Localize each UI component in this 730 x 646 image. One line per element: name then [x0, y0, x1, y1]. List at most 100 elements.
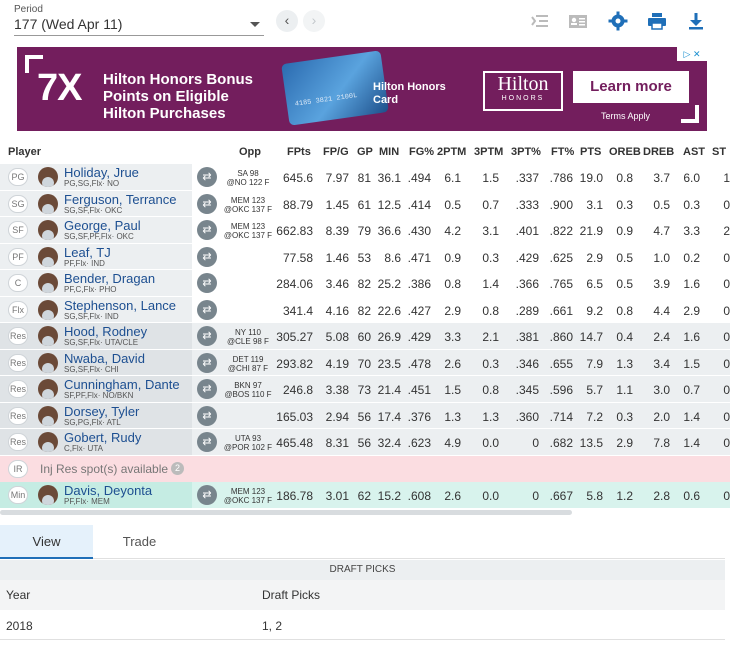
row-divider — [0, 242, 730, 244]
opponent-line2: @OKC 137 F — [223, 231, 273, 240]
learn-more-button[interactable]: Learn more — [573, 71, 689, 103]
player-card-icon[interactable] — [568, 11, 588, 31]
column-header-opp[interactable]: Opp — [239, 146, 261, 158]
table-row[interactable]: C Bender, Dragan PF,C,Flx· PHO ⇄ 284.06 3.46 8… — [0, 270, 730, 297]
player-name-link[interactable]: Ferguson, Terrance — [64, 191, 177, 207]
stat-cell-3ptm: 0.3 — [482, 356, 499, 371]
swap-player-icon[interactable]: ⇄ — [197, 299, 217, 320]
swap-player-icon[interactable]: ⇄ — [197, 379, 217, 399]
stat-cell-fg-: .430 — [407, 224, 431, 238]
table-row[interactable]: Min Davis, Deyonta PF,Flx· MEM ⇄ MEM 123 @OKC… — [0, 482, 730, 509]
player-positions: PF,C,Flx· PHO — [64, 285, 117, 294]
stat-cell-fp-g: 8.31 — [325, 436, 349, 450]
stat-cell-2ptm: 1.3 — [444, 409, 461, 424]
gear-icon[interactable] — [608, 11, 628, 31]
table-row[interactable]: Res Cunningham, Dante SF,PF,Flx· NO/BKN ⇄ BK… — [0, 376, 730, 403]
column-header-3pt-[interactable]: 3PT% — [511, 146, 541, 158]
player-avatar — [38, 167, 58, 187]
previous-period-button[interactable]: ‹ — [276, 10, 298, 32]
swap-player-icon[interactable]: ⇄ — [197, 326, 217, 346]
player-name-link[interactable]: Davis, Deyonta — [64, 483, 153, 498]
ad-big-number: 7X — [37, 67, 82, 109]
terms-apply-link[interactable]: Terms Apply — [601, 111, 651, 121]
stat-cell-3pt-: .337 — [515, 171, 539, 185]
stat-cell-3ptm: 0.0 — [482, 436, 499, 450]
player-name-link[interactable]: Stephenson, Lance — [64, 297, 177, 313]
player-name-link[interactable]: Bender, Dragan — [64, 271, 156, 286]
player-name-link[interactable]: Hood, Rodney — [64, 324, 148, 339]
column-header-2ptm[interactable]: 2PTM — [437, 146, 467, 158]
ad-choices-close-icon[interactable]: ▷ ✕ — [677, 47, 707, 61]
hilton-honors-logo: Hilton HONORS — [483, 71, 563, 111]
swap-player-icon[interactable]: ⇄ — [197, 432, 217, 452]
column-header-st[interactable]: ST — [712, 146, 727, 158]
stat-cell-ft-: .682 — [549, 436, 573, 450]
player-name-link[interactable]: Holiday, Jrue — [64, 165, 139, 180]
stat-cell-2ptm: 4.2 — [444, 224, 461, 238]
stat-cell-ast: 0.7 — [683, 383, 700, 397]
column-header-min[interactable]: MIN — [379, 146, 400, 158]
column-header-gp[interactable]: GP — [357, 146, 373, 158]
player-positions: SG,SF,Flx· IND — [64, 311, 119, 321]
player-name-link[interactable]: George, Paul — [64, 218, 141, 233]
table-row[interactable]: Res Dorsey, Tyler SG,PG,Flx· ATL ⇄ 165.03 2.9… — [0, 402, 730, 429]
stat-cell-fg-: .471 — [407, 250, 431, 265]
column-header-fp-g[interactable]: FP/G — [323, 146, 349, 158]
stat-cell-ast: 2.9 — [683, 303, 700, 318]
roster-slot-badge: PG — [8, 168, 28, 186]
stat-cell-2ptm: 1.5 — [444, 383, 461, 397]
player-avatar — [38, 220, 58, 240]
swap-player-icon[interactable]: ⇄ — [197, 167, 217, 187]
compare-list-icon[interactable] — [530, 11, 550, 31]
horizontal-scrollbar[interactable] — [0, 510, 572, 515]
stat-cell-dreb: 3.0 — [653, 383, 670, 397]
next-period-button[interactable]: › — [303, 10, 325, 32]
table-row[interactable]: Res Hood, Rodney SG,SF,Flx· UTA/CLE ⇄ NY 110… — [0, 323, 730, 350]
column-header-fpts[interactable]: FPts — [287, 146, 311, 158]
row-divider — [0, 216, 730, 217]
table-row[interactable]: SG Ferguson, Terrance SG,SF,Flx· OKC ⇄ MEM 1… — [0, 190, 730, 217]
opponent-line1: UTA 93 — [234, 434, 262, 443]
tab-trade[interactable]: Trade — [122, 534, 157, 549]
swap-player-icon[interactable]: ⇄ — [197, 220, 217, 240]
player-name-link[interactable]: Dorsey, Tyler — [64, 403, 140, 419]
stat-cell-3pt-: .381 — [515, 330, 539, 344]
swap-player-icon[interactable]: ⇄ — [197, 273, 217, 293]
column-header-pts[interactable]: PTS — [580, 146, 602, 158]
player-name-link[interactable]: Cunningham, Dante — [64, 377, 180, 392]
column-header-dreb[interactable]: DREB — [643, 146, 675, 158]
stat-cell-fg-: .376 — [407, 409, 431, 424]
period-select[interactable]: 177 (Wed Apr 11) — [14, 14, 264, 36]
table-row[interactable]: Res Gobert, Rudy C,Flx· UTA ⇄ UTA 93 @POR 102… — [0, 429, 730, 456]
swap-player-icon[interactable]: ⇄ — [197, 246, 217, 267]
print-icon[interactable] — [647, 11, 667, 31]
player-name-link[interactable]: Leaf, TJ — [64, 244, 111, 260]
swap-player-icon[interactable]: ⇄ — [197, 485, 217, 505]
swap-player-icon[interactable]: ⇄ — [197, 193, 217, 214]
table-row[interactable]: Flx Stephenson, Lance SG,SF,Flx· IND ⇄ 341.4… — [0, 296, 730, 323]
row-divider — [0, 295, 730, 297]
hilton-ad-banner[interactable]: 7X Hilton Honors Bonus Points on Eligibl… — [17, 47, 707, 131]
tab-view[interactable]: View — [0, 525, 93, 559]
opponent-line2: @BOS 110 F — [224, 390, 272, 399]
stat-cell-ft-: .625 — [549, 250, 573, 265]
table-row[interactable]: SF George, Paul SG,SF,PF,Flx· OKC ⇄ MEM 123 @… — [0, 217, 730, 244]
download-icon[interactable] — [686, 11, 706, 31]
swap-player-icon[interactable]: ⇄ — [197, 352, 217, 373]
stat-cell-fp-g: 4.19 — [325, 356, 349, 371]
swap-player-icon[interactable]: ⇄ — [197, 405, 217, 426]
player-name-link[interactable]: Nwaba, David — [64, 350, 145, 366]
player-positions: SG,SF,Flx· UTA/CLE — [64, 338, 139, 347]
column-header-3ptm[interactable]: 3PTM — [474, 146, 504, 158]
column-header-player[interactable]: Player — [8, 146, 42, 158]
column-header-ast[interactable]: AST — [683, 146, 705, 158]
stat-cell-fpts: 246.8 — [282, 383, 313, 397]
table-row[interactable]: PF Leaf, TJ PF,Flx· IND ⇄ 77.58 1.46 53 8.6 .471… — [0, 243, 730, 270]
table-row[interactable]: Res Nwaba, David SG,SF,Flx· CHI ⇄ DET 119 @CH… — [0, 349, 730, 376]
stat-cell-min: 25.2 — [377, 277, 401, 291]
player-name-link[interactable]: Gobert, Rudy — [64, 430, 142, 445]
column-header-oreb[interactable]: OREB — [609, 146, 641, 158]
table-row[interactable]: PG Holiday, Jrue PG,SG,Flx· NO ⇄ SA 98 @NO 12… — [0, 164, 730, 191]
column-header-ft-[interactable]: FT% — [551, 146, 575, 158]
column-header-fg-[interactable]: FG% — [409, 146, 435, 158]
